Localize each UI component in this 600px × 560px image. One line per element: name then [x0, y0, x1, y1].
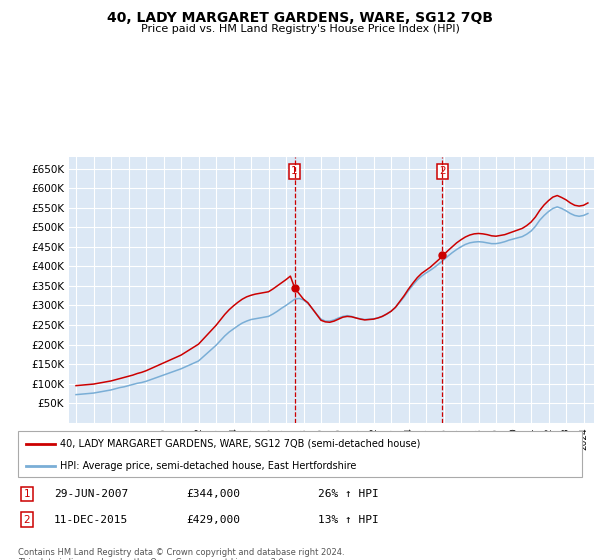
Text: 29-JUN-2007: 29-JUN-2007 [54, 489, 128, 499]
Text: 26% ↑ HPI: 26% ↑ HPI [318, 489, 379, 499]
Text: 1: 1 [291, 166, 298, 176]
Text: 11-DEC-2015: 11-DEC-2015 [54, 515, 128, 525]
Text: £344,000: £344,000 [186, 489, 240, 499]
Text: 1: 1 [23, 489, 31, 499]
Text: 2: 2 [439, 166, 446, 176]
Text: 2: 2 [23, 515, 31, 525]
Text: HPI: Average price, semi-detached house, East Hertfordshire: HPI: Average price, semi-detached house,… [60, 461, 356, 470]
FancyBboxPatch shape [18, 431, 582, 477]
Text: £429,000: £429,000 [186, 515, 240, 525]
Text: Contains HM Land Registry data © Crown copyright and database right 2024.
This d: Contains HM Land Registry data © Crown c… [18, 548, 344, 560]
Text: 13% ↑ HPI: 13% ↑ HPI [318, 515, 379, 525]
Text: Price paid vs. HM Land Registry's House Price Index (HPI): Price paid vs. HM Land Registry's House … [140, 24, 460, 34]
Text: 40, LADY MARGARET GARDENS, WARE, SG12 7QB (semi-detached house): 40, LADY MARGARET GARDENS, WARE, SG12 7Q… [60, 438, 421, 449]
Text: 40, LADY MARGARET GARDENS, WARE, SG12 7QB: 40, LADY MARGARET GARDENS, WARE, SG12 7Q… [107, 11, 493, 25]
